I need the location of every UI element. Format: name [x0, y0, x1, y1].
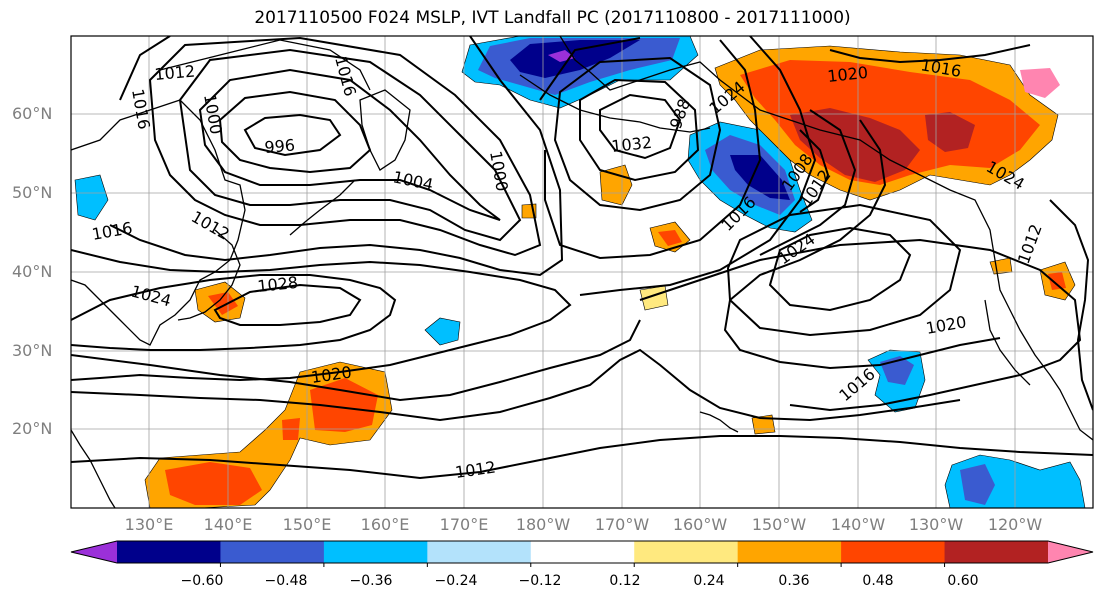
- colorbar-extend-high: [1048, 541, 1093, 563]
- contour-1008-east: [799, 129, 830, 213]
- colorbar-tick-label: −0.36: [349, 573, 393, 589]
- contour-1012-east: [759, 109, 857, 256]
- colorbar-extend-low: [71, 541, 117, 563]
- contour-1020-west: [71, 249, 572, 382]
- colorbar-outline: [70, 540, 1094, 564]
- contour-1024-east-high: [768, 226, 912, 312]
- contour-label: 1016: [128, 87, 154, 130]
- contour-1024-east: [553, 56, 722, 212]
- hawaii: [699, 411, 739, 433]
- contour-1020-east-high: [726, 203, 962, 337]
- colorbar-tick-label: 0.36: [778, 573, 810, 589]
- colorbar-segment: [634, 541, 739, 563]
- kamchatka-coast: [359, 89, 411, 171]
- lon-label: 180°W: [515, 515, 571, 534]
- contour-label: 1020: [826, 63, 868, 86]
- contour-1016-east-big: [639, 238, 1082, 412]
- lon-label: 140°W: [830, 515, 886, 534]
- colorbar-tick-label: 0.24: [693, 573, 725, 589]
- colorbar-tick-label: −0.60: [180, 573, 224, 589]
- lon-label: 170°E: [439, 515, 489, 534]
- contour-label: 1016: [835, 364, 878, 405]
- contour-label: 1020: [924, 312, 967, 338]
- lat-label-40n: 40°N: [12, 262, 53, 281]
- kuril-islands: [289, 179, 356, 236]
- contour-1012-right: [1049, 199, 1093, 411]
- contour-1020-center: [539, 37, 762, 260]
- aleutian-islands: [519, 74, 711, 133]
- chart-title: 2017110500 F024 MSLP, IVT Landfall PC (2…: [254, 8, 851, 28]
- lon-label: 140°E: [203, 515, 253, 534]
- colorbar-tick-label: −0.48: [264, 573, 308, 589]
- colorbar-segment: [117, 541, 221, 563]
- contour-label: 1016: [90, 218, 133, 244]
- mslp-contours: [71, 36, 1093, 480]
- contour-label: 988: [666, 96, 694, 131]
- contour-1016-east: [723, 119, 1001, 370]
- contour-1012-west: [148, 36, 542, 257]
- lon-label: 130°W: [908, 515, 964, 534]
- contour-1016-center: [579, 36, 817, 296]
- alaska-coast: [559, 36, 1093, 441]
- colorbar-segment: [944, 541, 1049, 563]
- colorbar: [70, 540, 1094, 567]
- colorbar-segment: [530, 541, 635, 563]
- colorbar-tick-label: −0.24: [434, 573, 478, 589]
- lon-label: 120°W: [987, 515, 1043, 534]
- contour-label: 1024: [129, 282, 173, 311]
- lat-label-20n: 20°N: [12, 419, 53, 438]
- lat-label-30n: 30°N: [12, 341, 53, 360]
- contour-1028-east: [579, 78, 700, 182]
- contour-1020-lower: [71, 319, 641, 402]
- contour-1004: [198, 68, 501, 221]
- contour-1032: [599, 93, 682, 160]
- contour-1024-west: [71, 274, 397, 351]
- lon-label: 170°W: [594, 515, 650, 534]
- colorbar-segment: [220, 541, 325, 563]
- colorbar-segment: [737, 541, 842, 563]
- colorbar-segment: [323, 541, 428, 563]
- contour-label: 1028: [256, 273, 298, 296]
- colorbar-tick-label: −0.12: [518, 573, 562, 589]
- contour-1000: [218, 90, 372, 174]
- colorbar-segment: [427, 541, 532, 563]
- baja-coast: [984, 299, 1031, 386]
- lon-label: 160°W: [672, 515, 728, 534]
- map-frame: [70, 35, 1094, 509]
- contour-label: 1012: [188, 207, 233, 244]
- contour-label: 1032: [610, 133, 652, 156]
- contour-label: 1012: [154, 62, 196, 84]
- contour-996: [243, 113, 342, 157]
- japan-coast: [177, 229, 241, 321]
- contour-label: 1012: [1014, 222, 1046, 267]
- colorbar-tick-label: 0.48: [862, 573, 894, 589]
- contour-1016-lower: [71, 348, 961, 422]
- colorbar-tick-label: 0.12: [609, 573, 641, 589]
- colorbar-segment: [841, 541, 946, 563]
- lon-label: 130°E: [124, 515, 174, 534]
- contour-label: 996: [264, 135, 296, 157]
- contour-1028: [213, 283, 362, 326]
- contour-label: 1012: [454, 457, 497, 481]
- colorbar-tick-label: 0.60: [947, 573, 979, 589]
- lat-label-50n: 50°N: [12, 183, 53, 202]
- contour-1012-lower: [71, 435, 1093, 480]
- lon-label: 150°E: [282, 515, 332, 534]
- lon-label: 150°W: [751, 515, 807, 534]
- contour-label: 1004: [391, 167, 435, 194]
- lon-label: 160°E: [360, 515, 410, 534]
- philippines-coast: [71, 429, 116, 508]
- lat-label-60n: 60°N: [12, 104, 53, 123]
- contour-1008: [178, 48, 522, 242]
- contour-1016-west: [109, 36, 564, 277]
- contour-1020-topright: [829, 44, 1031, 64]
